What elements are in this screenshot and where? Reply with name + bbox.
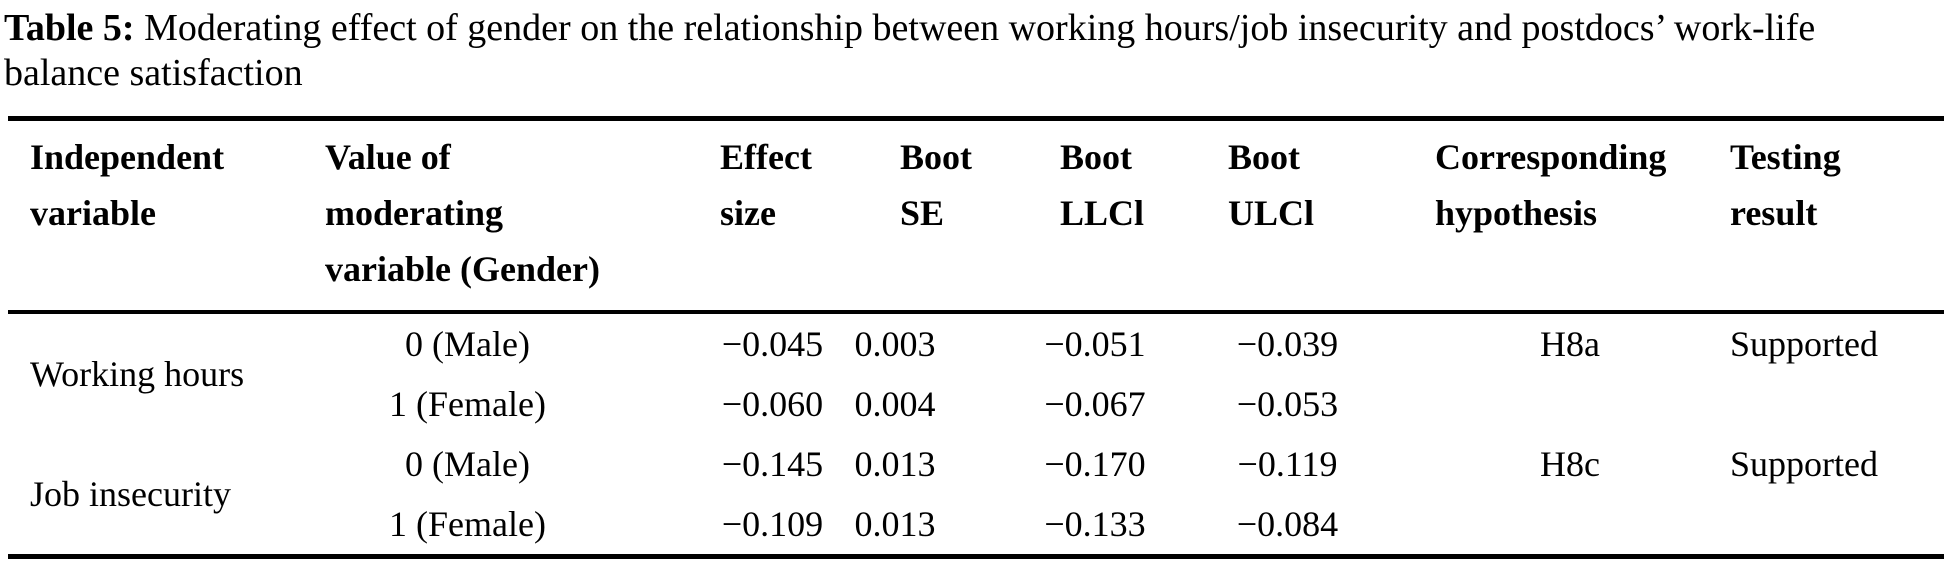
cell-moderator: 0 (Male) [405,324,530,364]
document-page: Table 5: Moderating effect of gender on … [0,6,1956,563]
cell-boot-llcl: −0.133 [1044,504,1146,544]
cell-moderator: 1 (Female) [389,504,546,544]
cell-boot-llcl: −0.170 [1044,444,1146,484]
header-line: Value of [325,137,451,177]
table-row: Working hours 0 (Male) −0.045 0.003 −0.0… [8,312,1944,394]
moderation-effects-table: Independent variable Value of moderating… [8,116,1944,559]
header-line: size [720,193,776,233]
cell-group-job-insecurity: Job insecurity [30,474,231,514]
cell-boot-se: 0.003 [854,324,936,364]
header-line: ULCl [1228,193,1315,233]
cell-boot-ulcl: −0.084 [1236,504,1339,544]
table-row: 1 (Female) −0.109 0.013 −0.133 −0.084 [8,494,1944,557]
table-caption-text: Moderating effect of gender on the relat… [4,7,1816,94]
cell-group-working-hours: Working hours [30,354,245,394]
table-caption: Table 5: Moderating effect of gender on … [4,6,1854,96]
header-line: LLCl [1060,193,1145,233]
header-line: variable [30,193,156,233]
cell-testing-result: Supported [1730,324,1878,364]
cell-hypothesis: H8a [1540,324,1600,364]
header-line: variable (Gender) [325,249,600,289]
header-independent-variable: Independent variable [8,118,315,314]
cell-boot-se: 0.013 [854,444,936,484]
header-line: Boot [1228,137,1300,177]
cell-boot-llcl: −0.051 [1044,324,1146,364]
header-line: hypothesis [1435,193,1598,233]
header-effect-size: Effect size [700,118,845,314]
cell-boot-ulcl: −0.119 [1237,444,1338,484]
header-line: SE [900,193,945,233]
header-line: Boot [1060,137,1132,177]
header-line: Corresponding [1435,137,1667,177]
header-testing-result: Testing result [1720,118,1944,314]
header-row: Independent variable Value of moderating… [8,118,1944,314]
header-line: moderating [325,193,503,233]
cell-moderator: 1 (Female) [389,384,546,424]
header-boot-llcl: Boot LLCl [1035,118,1225,314]
cell-effect-size: −0.060 [721,384,824,424]
cell-hypothesis: H8c [1540,444,1600,484]
header-corresponding-hypothesis: Corresponding hypothesis [1420,118,1720,314]
cell-effect-size: −0.145 [721,444,824,484]
cell-boot-se: 0.004 [854,384,936,424]
cell-boot-se: 0.013 [854,504,936,544]
table-caption-label: Table 5: [4,7,135,49]
cell-effect-size: −0.109 [721,504,824,544]
table-row: 1 (Female) −0.060 0.004 −0.067 −0.053 [8,374,1944,434]
cell-boot-llcl: −0.067 [1044,384,1146,424]
cell-boot-ulcl: −0.053 [1236,384,1339,424]
cell-effect-size: −0.045 [721,324,824,364]
header-line: Effect [720,137,812,177]
cell-boot-ulcl: −0.039 [1236,324,1339,364]
cell-testing-result: Supported [1730,444,1878,484]
table-row: Job insecurity 0 (Male) −0.145 0.013 −0.… [8,434,1944,514]
header-line: Independent [30,137,225,177]
header-line: Boot [900,137,972,177]
header-moderating-value: Value of moderating variable (Gender) [315,118,700,314]
header-line: Testing [1730,137,1841,177]
header-boot-ulcl: Boot ULCl [1225,118,1420,314]
cell-moderator: 0 (Male) [405,444,530,484]
header-boot-se: Boot SE [845,118,1035,314]
header-line: result [1730,193,1818,233]
